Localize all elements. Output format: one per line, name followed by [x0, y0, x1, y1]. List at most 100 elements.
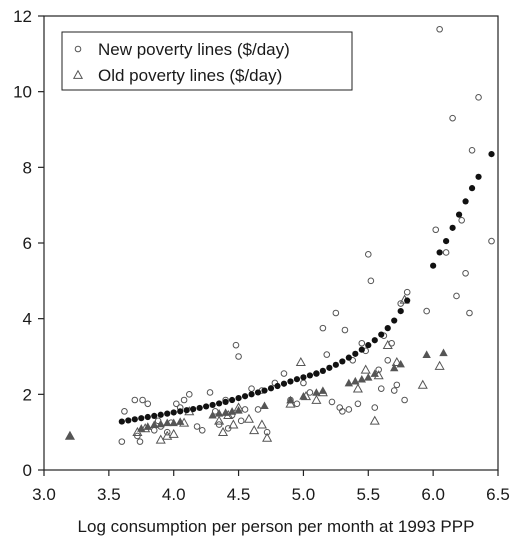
data-point-open-circle	[375, 366, 382, 374]
data-point-open-circle	[442, 249, 450, 256]
data-point-open-circle	[377, 385, 385, 392]
data-point-open-triangle	[311, 394, 322, 404]
data-point-filled-circle	[157, 411, 164, 418]
data-point-filled-triangle	[364, 373, 373, 381]
data-point-filled-circle	[300, 374, 307, 381]
data-point-filled-circle	[228, 396, 236, 404]
data-point-open-circle	[488, 237, 495, 245]
data-point-open-circle	[163, 428, 171, 436]
data-point-open-circle	[248, 385, 255, 392]
data-point-filled-circle	[332, 361, 339, 368]
legend-label: Old poverty lines ($/day)	[98, 66, 282, 85]
data-point-filled-triangle	[318, 386, 328, 394]
data-point-open-triangle	[217, 426, 229, 437]
data-point-filled-circle	[151, 412, 158, 419]
data-point-open-circle	[339, 408, 346, 415]
data-point-filled-circle	[125, 417, 132, 424]
data-marks	[64, 25, 495, 445]
data-point-filled-triangle	[396, 359, 405, 368]
data-point-open-circle	[193, 423, 201, 430]
data-point-filled-triangle	[143, 422, 152, 430]
x-tick-label: 4.5	[227, 485, 251, 504]
data-point-open-circle	[237, 417, 245, 425]
data-point-filled-triangle	[150, 420, 159, 428]
data-point-filled-triangle	[357, 375, 366, 383]
data-point-open-circle	[280, 370, 288, 377]
data-point-filled-circle	[280, 380, 288, 387]
data-point-open-circle	[367, 277, 375, 285]
data-point-open-circle	[118, 438, 126, 445]
data-point-open-circle	[468, 147, 476, 154]
data-point-open-circle	[475, 94, 482, 101]
data-point-open-circle	[462, 269, 469, 277]
data-point-open-triangle	[262, 432, 273, 442]
data-point-filled-triangle	[344, 378, 354, 387]
data-point-open-circle	[345, 406, 353, 413]
data-point-open-circle	[254, 406, 262, 413]
data-point-filled-circle	[436, 249, 443, 256]
y-tick-label: 4	[23, 310, 32, 329]
data-point-filled-circle	[378, 331, 385, 338]
data-point-filled-circle	[371, 337, 378, 344]
x-axis-title: Log consumption per person per month at …	[78, 517, 475, 536]
data-point-open-circle	[423, 307, 430, 315]
data-point-filled-circle	[319, 367, 326, 374]
data-point-open-circle	[403, 288, 411, 296]
x-tick-label: 5.5	[356, 485, 380, 504]
data-point-open-circle	[323, 351, 331, 358]
data-point-open-circle	[293, 400, 301, 408]
data-point-filled-triangle	[214, 409, 224, 417]
data-point-filled-triangle	[176, 417, 185, 425]
x-tick-label: 6.5	[486, 485, 510, 504]
data-point-open-triangle	[382, 339, 393, 350]
data-point-filled-triangle	[390, 363, 399, 372]
data-point-open-triangle	[285, 398, 296, 408]
data-point-open-triangle	[295, 356, 306, 367]
data-point-open-circle	[139, 396, 146, 404]
x-tick-label: 4.0	[162, 485, 186, 504]
data-point-open-circle	[453, 292, 460, 300]
data-point-open-triangle	[369, 415, 380, 425]
data-point-filled-circle	[209, 401, 216, 409]
data-point-filled-circle	[443, 238, 450, 245]
data-point-open-triangle	[434, 360, 445, 370]
data-point-filled-circle	[391, 317, 398, 324]
data-point-filled-circle	[216, 400, 223, 407]
legend: New poverty lines ($/day) Old poverty lin…	[61, 31, 353, 91]
data-point-filled-circle	[352, 350, 359, 357]
data-point-open-circle	[144, 400, 152, 408]
data-point-open-circle	[458, 217, 465, 224]
data-point-filled-circle	[475, 173, 482, 180]
data-point-filled-triangle	[234, 406, 243, 414]
data-point-open-circle	[390, 387, 398, 394]
data-point-open-circle	[300, 379, 307, 387]
data-point-filled-circle	[468, 185, 476, 192]
data-point-open-circle	[185, 391, 193, 398]
x-tick-label: 5.0	[292, 485, 316, 504]
data-point-filled-triangle	[351, 376, 360, 385]
y-tick-label: 6	[23, 234, 32, 253]
data-point-open-circle	[121, 408, 128, 415]
data-point-open-triangle	[214, 415, 225, 425]
data-point-open-circle	[436, 25, 443, 33]
y-tick-label: 8	[23, 158, 32, 177]
data-point-open-triangle	[352, 383, 363, 393]
data-point-filled-triangle	[137, 424, 146, 432]
data-point-filled-circle	[144, 413, 151, 421]
data-point-open-triangle	[360, 364, 371, 374]
data-point-open-circle	[466, 309, 473, 317]
x-tick-label: 3.0	[32, 485, 56, 504]
data-point-filled-triangle	[299, 392, 308, 400]
data-point-filled-circle	[241, 393, 249, 400]
data-point-filled-circle	[306, 372, 314, 379]
data-point-filled-circle	[455, 211, 463, 218]
data-point-open-circle	[364, 251, 372, 258]
data-point-filled-circle	[183, 407, 190, 414]
data-point-filled-circle	[345, 354, 352, 361]
data-point-filled-circle	[462, 198, 469, 205]
legend-label: New poverty lines ($/day)	[98, 40, 290, 59]
data-point-open-circle	[401, 396, 408, 404]
data-point-filled-triangle	[312, 388, 321, 396]
x-tick-label: 3.5	[97, 485, 121, 504]
